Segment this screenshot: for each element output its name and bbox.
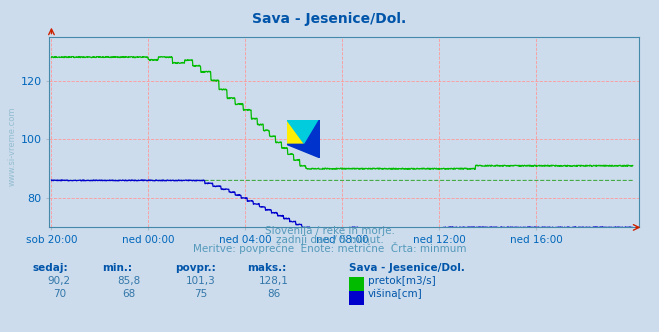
Text: www.si-vreme.com: www.si-vreme.com [8,106,17,186]
Text: 75: 75 [194,289,208,299]
Text: višina[cm]: višina[cm] [368,289,422,299]
Text: 90,2: 90,2 [47,276,71,286]
Text: min.:: min.: [102,263,132,273]
Text: 68: 68 [122,289,135,299]
Text: maks.:: maks.: [247,263,287,273]
Text: 85,8: 85,8 [117,276,140,286]
Text: 86: 86 [267,289,280,299]
Text: pretok[m3/s]: pretok[m3/s] [368,276,436,286]
Text: Sava - Jesenice/Dol.: Sava - Jesenice/Dol. [252,12,407,26]
Text: Sava - Jesenice/Dol.: Sava - Jesenice/Dol. [349,263,465,273]
Text: sedaj:: sedaj: [33,263,69,273]
Polygon shape [287,120,304,144]
Polygon shape [287,120,320,144]
Text: 70: 70 [53,289,66,299]
Text: 101,3: 101,3 [186,276,216,286]
Polygon shape [287,120,320,158]
Text: 128,1: 128,1 [258,276,289,286]
Text: povpr.:: povpr.: [175,263,215,273]
Text: zadnji dan / 5 minut.: zadnji dan / 5 minut. [275,235,384,245]
Text: Slovenija / reke in morje.: Slovenija / reke in morje. [264,226,395,236]
Text: Meritve: povprečne  Enote: metrične  Črta: minmum: Meritve: povprečne Enote: metrične Črta:… [192,242,467,254]
